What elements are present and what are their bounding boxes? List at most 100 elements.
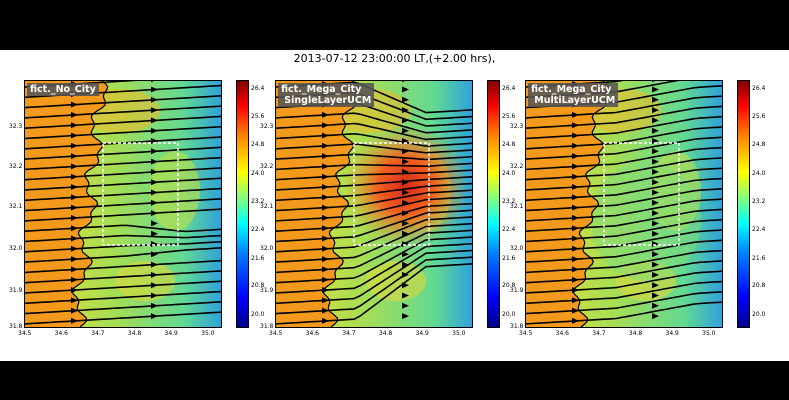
streamline-arrow [572,184,579,190]
streamline-arrow [402,210,409,217]
streamline-arrow [151,168,158,175]
streamline-arrow [71,225,78,232]
streamline-arrow [572,287,579,293]
streamline-arrow [322,163,329,170]
colorbar-tick-label: 25.6 [251,113,265,121]
map-panel-nocity: fict._No_City [24,80,222,328]
streamline-arrow [322,122,329,129]
streamline-arrow [402,148,409,155]
streamline-arrow [402,107,409,114]
colorbar [737,80,750,328]
y-tick-label: 31.8 [510,322,524,330]
streamline [25,270,221,284]
x-tick-label: 34.6 [54,330,68,337]
streamline-arrow [322,153,329,160]
streamline [25,146,221,160]
streamline-arrow [71,317,78,324]
streamline-arrow [652,261,659,268]
y-tick-label: 32.2 [260,162,274,170]
colorbar-tick-label: 21.6 [502,254,516,262]
streamline [276,122,472,141]
streamline [526,260,722,284]
y-tick-label: 31.9 [260,287,274,295]
streamline-arrow [572,153,579,160]
streamline [526,198,722,222]
x-tick-label: 35.0 [702,330,716,337]
colorbar-tick-label: 20.8 [251,282,265,290]
streamline-arrow [71,287,78,293]
streamline-arrow [151,199,158,206]
streamline [526,177,722,202]
streamline-arrow [322,184,329,190]
streamline-arrow [151,210,158,217]
sea-temperature-field [276,81,359,327]
y-tick-label: 32.2 [9,162,23,170]
streamline-arrow [652,189,659,196]
x-tick-label: 34.5 [519,330,533,337]
streamline-arrow [652,210,659,217]
streamline [25,208,221,222]
streamline-arrow [71,297,78,304]
streamline-arrow [652,220,659,227]
streamline-arrow [572,173,579,180]
streamline-arrow [151,292,158,299]
streamline-arrow [151,117,158,124]
streamline-arrow [572,122,579,129]
colorbar [487,80,500,328]
streamline [25,125,221,140]
streamline [276,132,472,147]
x-tick-label: 34.7 [342,330,356,337]
streamline-arrow [151,148,158,155]
streamline-arrow [151,158,158,165]
x-tick-label: 34.8 [628,330,643,337]
streamline-arrow [71,173,78,180]
streamline-arrow [652,148,659,155]
streamline-arrow [402,127,409,134]
coastline [322,81,360,327]
streamline [276,216,472,253]
streamline-arrow [151,230,158,237]
panel-label-line2: MultiLayerUCM [531,95,616,106]
streamline-arrow [652,107,659,114]
streamline-arrow [322,276,329,283]
streamline [276,229,472,274]
colorbar-tick-label: 24.0 [251,169,265,177]
streamline-arrow [402,230,409,237]
streamline [526,146,722,171]
x-tick-label: 35.0 [452,330,466,337]
streamline [526,188,722,212]
streamline-arrow [71,256,78,263]
streamline [276,143,472,154]
streamline-arrow [572,194,579,201]
colorbar-tick-label: 22.4 [752,226,766,234]
streamline-arrow [322,111,329,118]
streamline [526,218,722,243]
y-tick-label: 32.1 [260,202,274,210]
streamline-arrow [71,204,78,211]
streamline-arrow [402,189,409,196]
streamline [276,236,472,284]
coastline [71,81,109,327]
streamline-arrow [322,235,329,242]
streamline [276,242,472,294]
streamline-arrow [151,96,158,103]
streamline-arrow [652,158,659,165]
streamline-arrow [572,317,579,324]
coastline [572,81,610,327]
streamline [25,115,221,129]
streamline-arrow [151,179,158,186]
streamline-arrow [572,256,579,263]
streamline-arrow [652,282,659,289]
wind-streamlines [276,81,472,325]
streamline-arrow [151,189,158,196]
streamline [25,187,221,202]
figure-title: 2013-07-12 23:00:00 LT,(+2.00 hrs), [293,52,496,65]
streamline-arrow [322,287,329,293]
y-tick-label: 32.2 [510,162,524,170]
streamline-arrow [652,117,659,124]
sea-temperature-field [25,81,108,327]
streamline-arrow [151,86,158,93]
colorbar-tick-label: 20.8 [752,282,766,290]
colorbar-tick-label: 26.4 [502,84,516,92]
streamline-arrow [151,261,158,268]
